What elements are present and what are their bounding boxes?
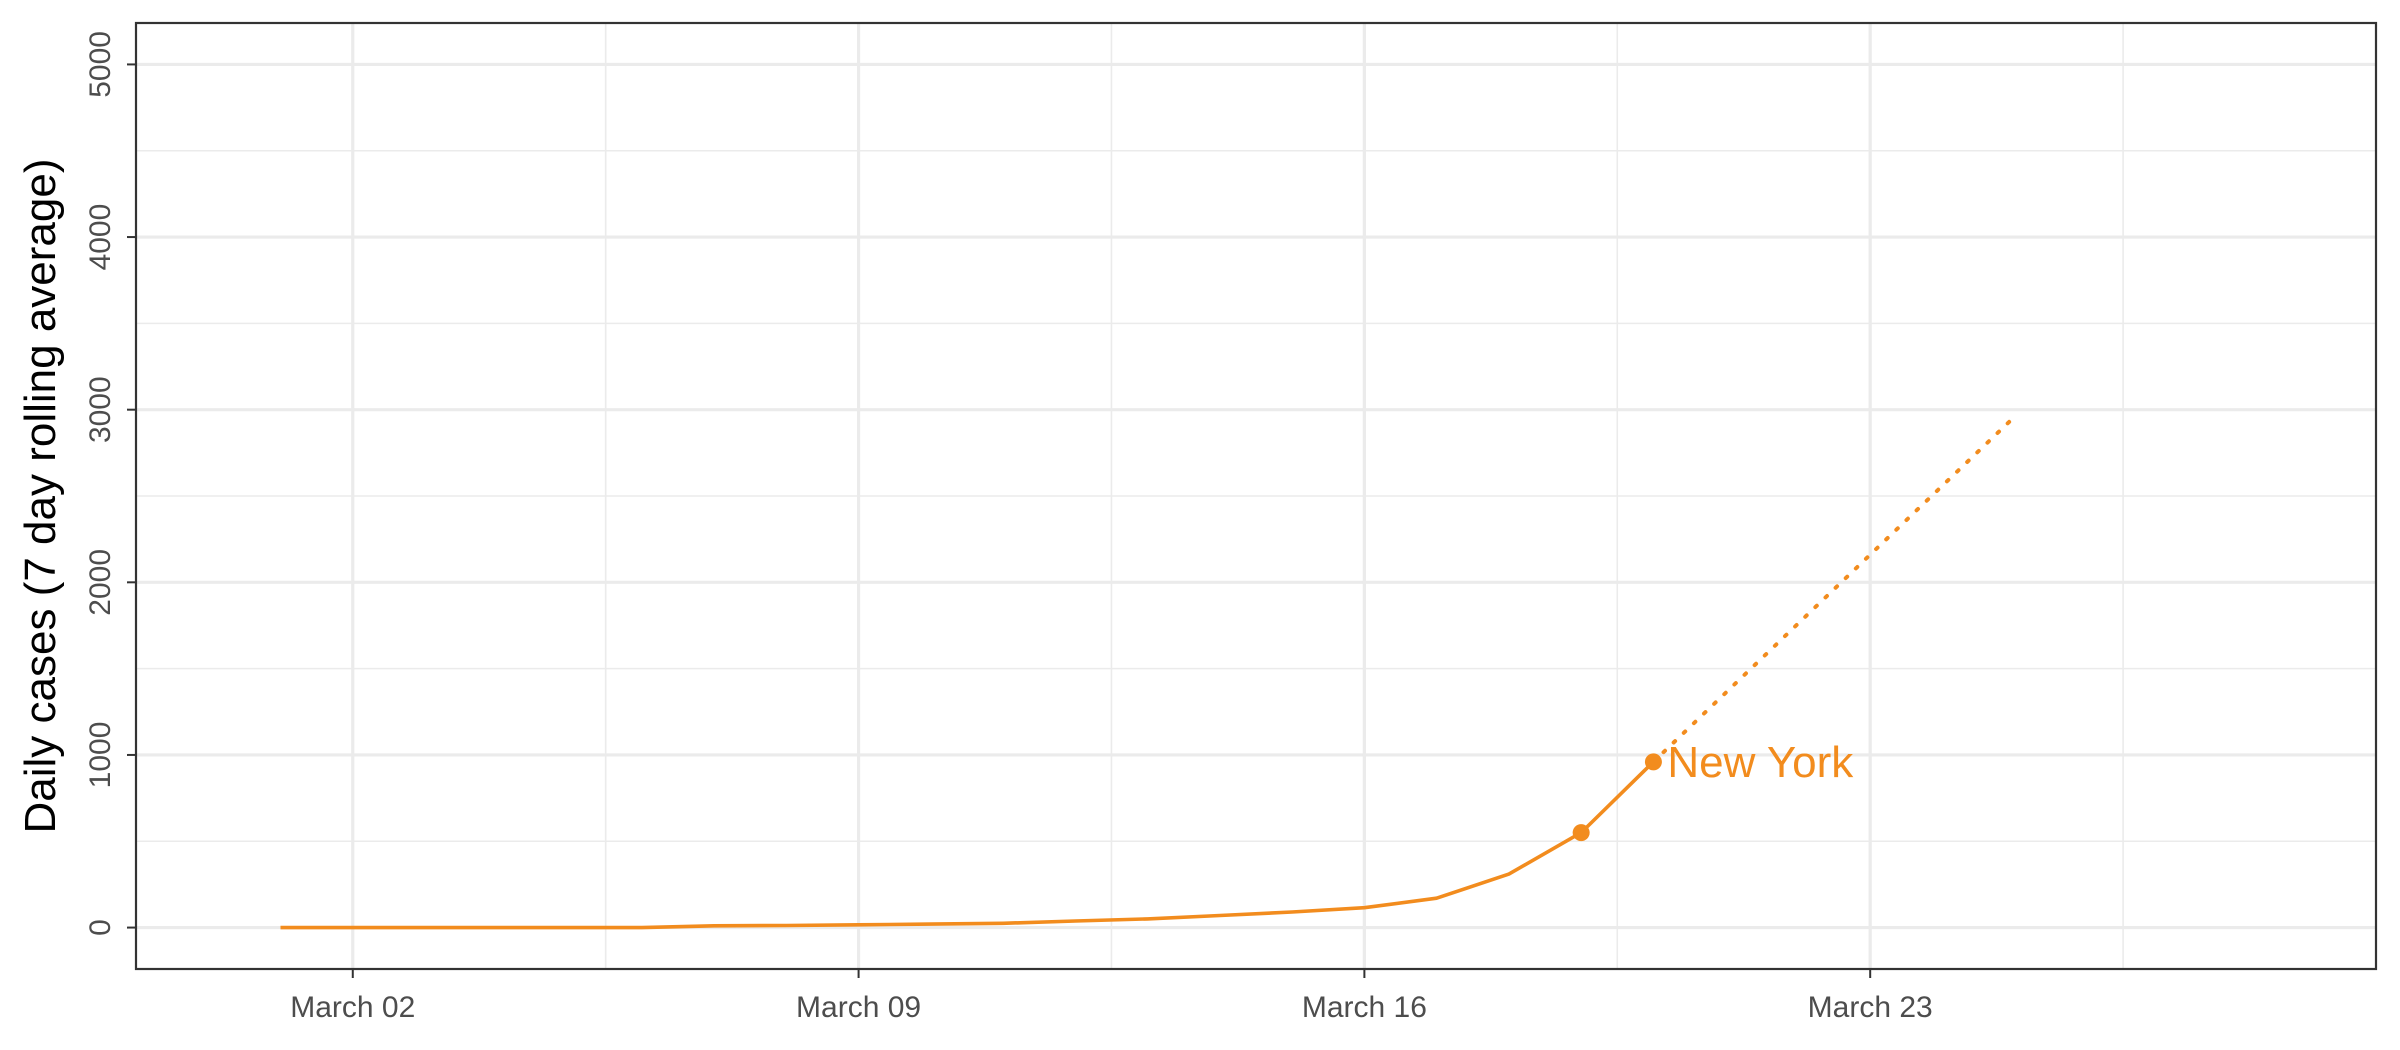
y-tick-label: 3000 xyxy=(84,376,117,443)
data-point xyxy=(1572,824,1590,842)
y-tick-label: 4000 xyxy=(84,204,117,271)
projection-line xyxy=(1651,414,2017,764)
x-tick-label: March 02 xyxy=(290,991,415,1024)
x-tick-label: March 09 xyxy=(796,991,921,1024)
series-label: New York xyxy=(1667,738,1854,787)
y-tick-label: 5000 xyxy=(84,31,117,98)
series-line xyxy=(280,760,1655,930)
y-tick-label: 0 xyxy=(84,919,117,936)
x-tick-label: March 23 xyxy=(1808,991,1933,1024)
plot-border xyxy=(134,21,2378,971)
data-point xyxy=(1644,753,1662,771)
x-tick-label: March 16 xyxy=(1302,991,1427,1024)
y-axis-title: Daily cases (7 day rolling average) xyxy=(16,159,65,834)
y-tick-label: 2000 xyxy=(84,549,117,616)
y-tick-label: 1000 xyxy=(84,722,117,789)
